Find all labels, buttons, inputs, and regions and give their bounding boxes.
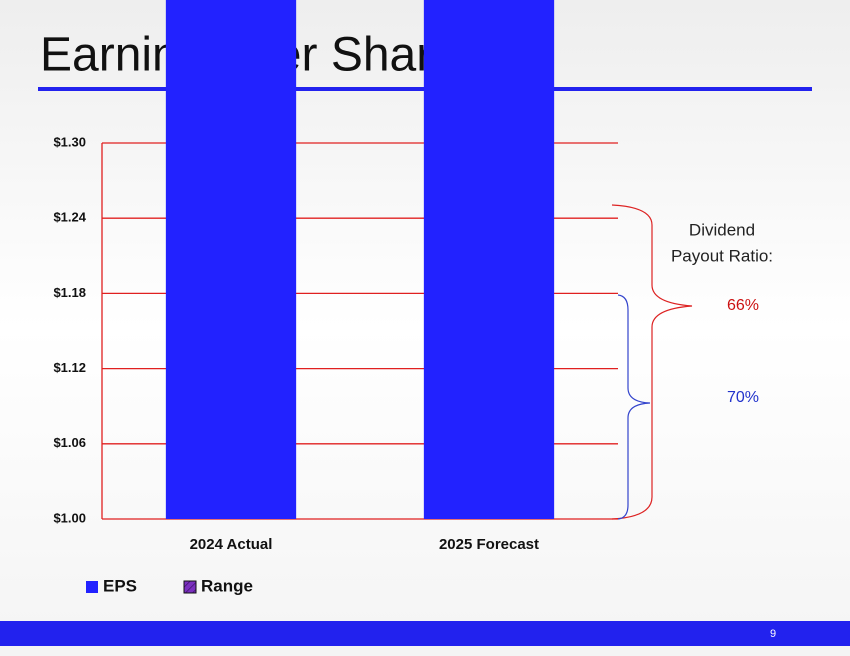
footer-bar <box>0 621 850 646</box>
page-number: 9 <box>770 628 776 640</box>
legend-swatch <box>86 581 98 593</box>
bar-segment <box>423 0 555 519</box>
payout-ratio: 66% <box>727 297 759 314</box>
x-tick-label: 2025 Forecast <box>439 536 539 553</box>
y-tick-label: $1.30 <box>53 134 86 149</box>
y-tick-label: $1.12 <box>53 360 86 375</box>
y-tick-label: $1.00 <box>53 510 86 525</box>
bar-segment <box>165 0 297 520</box>
y-tick-label: $1.06 <box>53 435 86 450</box>
y-tick-label: $1.24 <box>53 210 86 225</box>
x-tick-label: 2024 Actual <box>190 536 273 553</box>
legend-swatch <box>183 580 197 594</box>
y-tick-label: $1.18 <box>53 285 86 300</box>
legend-label: Range <box>201 576 253 595</box>
red-brace <box>611 204 693 520</box>
note-line: Dividend <box>689 220 755 239</box>
blue-brace <box>617 294 651 520</box>
payout-ratio: 70% <box>727 389 759 406</box>
legend-label: EPS <box>103 576 137 595</box>
note-line: Payout Ratio: <box>671 246 773 265</box>
